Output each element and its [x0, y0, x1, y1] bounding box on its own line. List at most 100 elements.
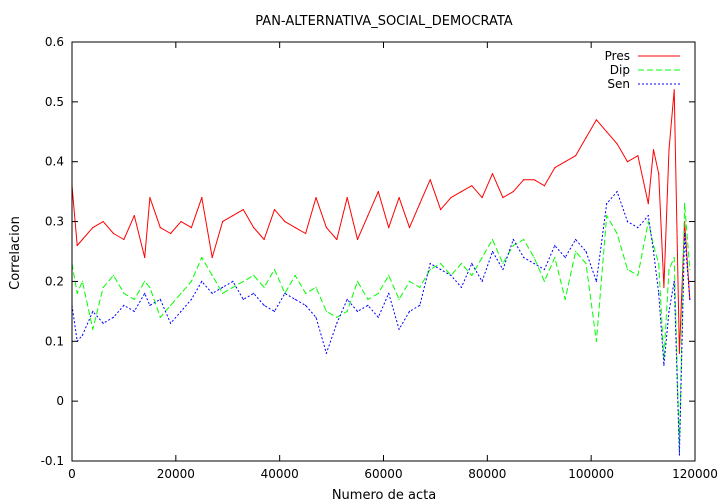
- data-point-dip: [512, 244, 514, 247]
- data-point-sen: [491, 250, 494, 253]
- data-point-sen: [222, 286, 224, 288]
- data-point-sen: [253, 292, 255, 294]
- data-point-pres: [637, 155, 639, 157]
- data-point-dip: [211, 274, 213, 276]
- data-point-dip: [595, 340, 598, 342]
- data-point-pres: [81, 238, 83, 241]
- data-point-sen: [606, 203, 608, 205]
- data-point-dip: [222, 292, 224, 294]
- data-point-sen: [658, 292, 660, 294]
- data-point-sen: [305, 304, 307, 306]
- series-line-dip: [71, 203, 691, 450]
- data-point-dip: [616, 232, 618, 235]
- data-point-dip: [689, 268, 691, 271]
- data-point-sen: [102, 322, 104, 324]
- data-point-pres: [211, 256, 213, 259]
- data-point-sen: [533, 262, 535, 265]
- data-point-pres: [159, 227, 161, 229]
- data-point-sen: [684, 232, 686, 235]
- data-point-dip: [647, 221, 649, 223]
- data-point-dip: [652, 244, 655, 247]
- data-point-dip: [242, 280, 244, 282]
- data-point-pres: [543, 185, 546, 187]
- data-point-sen: [481, 280, 483, 282]
- data-point-sen: [523, 256, 525, 259]
- data-point-dip: [502, 262, 504, 265]
- data-point-dip: [460, 262, 462, 265]
- data-point-sen: [112, 316, 115, 318]
- data-point-dip: [471, 274, 473, 276]
- data-point-sen: [440, 268, 442, 271]
- data-point-pres: [663, 286, 665, 288]
- y-tick-label: 0.1: [45, 334, 64, 348]
- data-point-pres: [481, 197, 483, 199]
- data-point-pres: [388, 227, 390, 229]
- y-tick-label: 0.2: [45, 274, 64, 288]
- data-point-dip: [133, 298, 135, 300]
- data-point-pres: [491, 173, 494, 175]
- data-point-pres: [652, 149, 655, 151]
- data-point-sen: [170, 322, 172, 324]
- data-point-sen: [180, 310, 182, 312]
- data-point-pres: [190, 227, 192, 229]
- data-point-dip: [523, 238, 525, 241]
- data-point-pres: [678, 352, 681, 354]
- data-point-dip: [533, 256, 535, 259]
- data-point-dip: [346, 310, 348, 312]
- legend-label-dip: Dip: [610, 63, 630, 77]
- data-point-sen: [367, 304, 369, 306]
- data-point-pres: [440, 209, 442, 211]
- data-point-pres: [471, 185, 473, 187]
- data-point-dip: [585, 262, 587, 265]
- x-axis-label: Numero de acta: [332, 488, 436, 503]
- data-point-pres: [429, 179, 431, 181]
- data-point-pres: [149, 197, 151, 199]
- data-point-dip: [429, 268, 431, 271]
- data-point-pres: [294, 227, 296, 229]
- data-point-dip: [440, 262, 442, 265]
- chart-title: PAN-ALTERNATIVA_SOCIAL_DEMOCRATA: [255, 14, 513, 29]
- data-point-sen: [388, 292, 390, 294]
- data-point-dip: [575, 250, 577, 253]
- data-point-dip: [367, 298, 369, 300]
- data-point-pres: [133, 215, 135, 217]
- data-point-sen: [595, 280, 598, 282]
- data-point-pres: [647, 203, 649, 205]
- data-point-dip: [201, 256, 203, 259]
- data-point-pres: [112, 232, 115, 235]
- data-point-sen: [652, 250, 655, 253]
- data-point-pres: [585, 137, 587, 139]
- data-point-dip: [92, 328, 94, 330]
- data-point-pres: [668, 149, 670, 151]
- data-point-sen: [273, 310, 276, 312]
- data-point-pres: [201, 197, 203, 199]
- data-point-sen: [673, 280, 675, 282]
- data-point-pres: [170, 232, 172, 235]
- data-point-dip: [305, 292, 307, 294]
- data-point-dip: [315, 286, 317, 288]
- data-point-dip: [263, 286, 265, 288]
- data-point-pres: [419, 203, 421, 205]
- data-point-sen: [336, 322, 338, 324]
- series-line-pres: [71, 89, 691, 354]
- data-point-sen: [232, 280, 234, 282]
- data-point-dip: [673, 256, 675, 259]
- data-point-dip: [159, 316, 161, 318]
- x-tick-label: 20000: [157, 467, 195, 481]
- data-point-pres: [123, 238, 125, 241]
- y-tick-label: 0.4: [45, 155, 64, 169]
- data-point-dip: [684, 203, 686, 205]
- data-point-sen: [616, 191, 618, 193]
- data-point-pres: [232, 215, 234, 217]
- data-point-pres: [377, 191, 379, 193]
- data-point-pres: [356, 238, 359, 241]
- data-point-dip: [408, 280, 411, 282]
- data-point-dip: [190, 280, 192, 282]
- data-point-pres: [180, 221, 182, 223]
- data-point-dip: [102, 286, 104, 288]
- data-point-sen: [123, 304, 125, 306]
- data-point-sen: [554, 244, 556, 247]
- data-point-dip: [294, 274, 296, 276]
- data-point-sen: [502, 268, 504, 271]
- plot-border: [71, 41, 696, 462]
